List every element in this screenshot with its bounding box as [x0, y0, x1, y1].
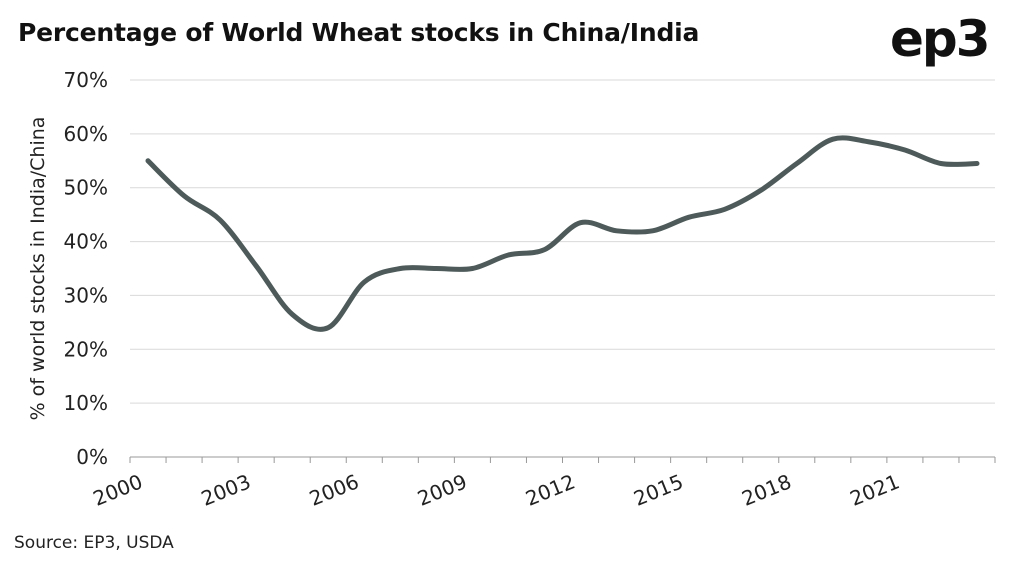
x-tick-label: 2006 — [306, 469, 362, 510]
y-tick-label: 20% — [64, 337, 108, 361]
x-tick-label: 2000 — [90, 469, 146, 510]
x-tick-label: 2018 — [738, 469, 794, 510]
x-tick-label: 2003 — [198, 469, 254, 510]
gridlines — [130, 79, 995, 404]
x-tick-label: 2015 — [630, 469, 686, 510]
y-axis-title: % of world stocks in India/China — [27, 117, 49, 421]
y-tick-label: 10% — [64, 391, 108, 415]
y-tick-label: 0% — [76, 445, 108, 469]
chart-title: Percentage of World Wheat stocks in Chin… — [18, 18, 700, 47]
x-tick-label: 2012 — [522, 469, 578, 510]
series-line — [145, 135, 980, 332]
x-axis-ticks: 2000 2003 2006 2009 2012 2015 2018 2021 — [90, 457, 996, 511]
ep3-logo: ep3 — [890, 10, 990, 68]
x-tick-label: 2009 — [414, 469, 470, 510]
y-tick-label: 60% — [64, 122, 108, 146]
y-axis-ticks: 0% 10% 20% 30% 40% 50% 60% 70% — [64, 68, 108, 469]
y-tick-label: 50% — [64, 176, 108, 200]
y-tick-label: 30% — [64, 283, 108, 307]
x-tick-label: 2021 — [847, 469, 903, 510]
source-note: Source: EP3, USDA — [14, 533, 174, 553]
y-tick-label: 70% — [64, 68, 108, 92]
y-tick-label: 40% — [64, 230, 108, 254]
